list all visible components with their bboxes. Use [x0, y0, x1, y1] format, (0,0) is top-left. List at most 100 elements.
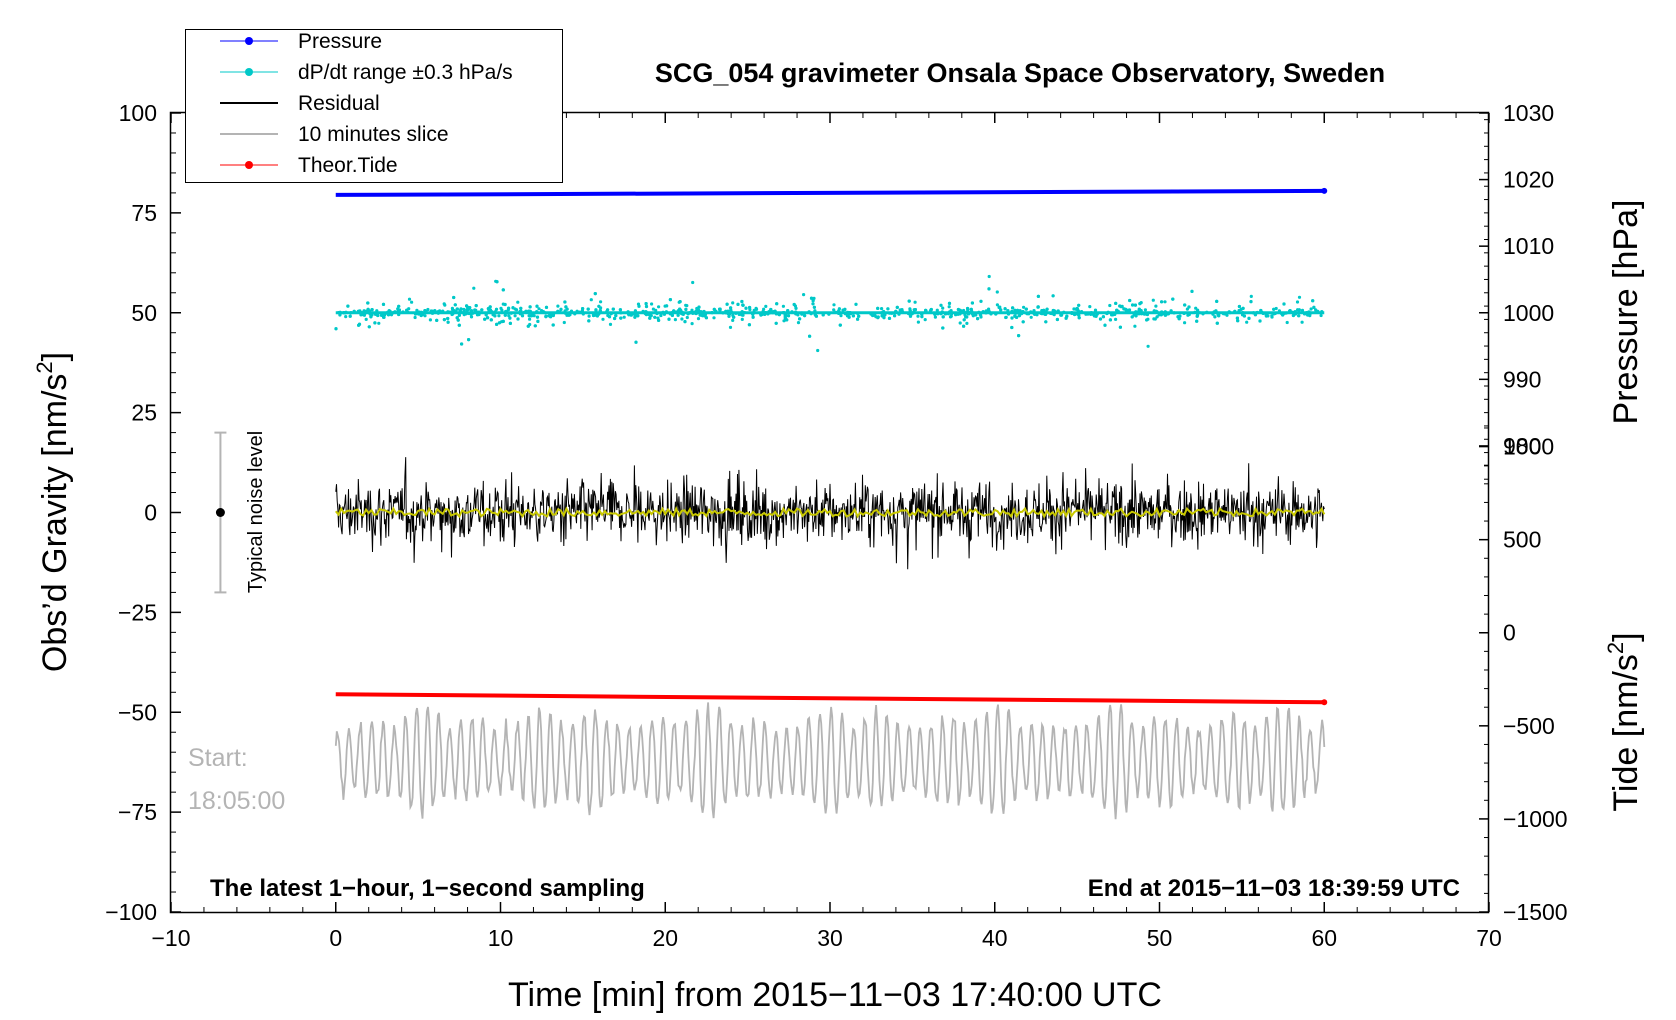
x-tick-label: 40 [982, 925, 1008, 951]
dpdt-point [657, 305, 661, 309]
dpdt-point [1297, 308, 1301, 312]
dpdt-point [1274, 306, 1278, 311]
dpdt-point [1021, 320, 1025, 324]
dpdt-point [1235, 316, 1239, 320]
dpdt-point [683, 320, 687, 324]
dpdt-point [786, 314, 791, 318]
dpdt-point [987, 287, 991, 291]
dpdt-point [516, 300, 520, 304]
dpdt-point [1183, 321, 1187, 325]
dpdt-point [1036, 294, 1040, 298]
dpdt-point [608, 322, 613, 326]
dpdt-point [803, 314, 807, 318]
legend-label: Pressure [298, 30, 382, 53]
dpdt-point [1010, 316, 1014, 320]
y-right-tide-tick-label: 0 [1503, 620, 1516, 646]
dpdt-point [1051, 294, 1055, 298]
dpdt-point [520, 314, 525, 318]
dpdt-point [465, 308, 469, 312]
dpdt-point [1055, 317, 1059, 322]
dpdt-point [415, 308, 419, 312]
dpdt-point [489, 318, 493, 322]
dpdt-point [370, 308, 374, 312]
dpdt-point [794, 306, 798, 310]
dpdt-point [871, 313, 875, 318]
dpdt-point [843, 307, 847, 311]
dpdt-point [559, 307, 563, 311]
legend-swatch-marker [245, 161, 253, 169]
dpdt-point [599, 300, 603, 304]
note-bottom-right: End at 2015−11−03 18:39:59 UTC [1088, 875, 1460, 902]
dpdt-point [947, 301, 952, 305]
dpdt-point [501, 288, 505, 292]
dpdt-point [507, 306, 511, 310]
dpdt-point [1044, 320, 1048, 324]
dpdt-point [933, 315, 938, 319]
y-right-tide-tick-label: 500 [1503, 527, 1541, 553]
dpdt-point [551, 313, 555, 318]
dpdt-point [698, 313, 702, 317]
dpdt-point [516, 317, 520, 321]
plot-frame [169, 111, 1490, 914]
y-right-pressure-tick-label: 990 [1503, 366, 1541, 392]
dpdt-point [732, 315, 736, 319]
dpdt-point [563, 300, 567, 304]
dpdt-point [696, 317, 701, 321]
dpdt-point [544, 315, 548, 319]
dpdt-point [507, 314, 511, 318]
dpdt-point [497, 314, 501, 318]
dpdt-point [1272, 307, 1276, 311]
dpdt-point [966, 306, 970, 311]
dpdt-point [483, 317, 487, 321]
dpdt-point [920, 315, 924, 319]
dpdt-point [644, 304, 649, 309]
dpdt-point [1285, 320, 1289, 325]
dpdt-point [979, 313, 983, 317]
dpdt-point [511, 306, 515, 310]
dpdt-point [535, 304, 539, 308]
dpdt-point [455, 316, 459, 320]
y-right-pressure-tick-label: 1010 [1503, 233, 1554, 259]
dpdt-point [1160, 300, 1164, 304]
dpdt-point [907, 299, 911, 303]
dpdt-point [497, 321, 501, 325]
y-right-tide-tick-label: 1000 [1503, 434, 1554, 460]
dpdt-point [1245, 320, 1249, 324]
dpdt-point [673, 318, 678, 322]
dpdt-point [762, 307, 766, 311]
dpdt-point [691, 280, 695, 285]
dpdt-point [1291, 313, 1295, 318]
dpdt-point [748, 305, 752, 310]
dpdt-point [809, 296, 814, 300]
dpdt-point [839, 314, 843, 318]
dpdt-point [995, 290, 999, 294]
legend: Pressure dP/dt range ±0.3 hPa/s Residual 10… [185, 29, 563, 183]
dpdt-point [622, 315, 626, 319]
legend-swatch-marker [245, 68, 253, 76]
dpdt-point [685, 315, 689, 320]
dpdt-point [508, 321, 512, 325]
dpdt-point [366, 307, 370, 311]
dpdt-point [741, 303, 745, 307]
dpdt-point [382, 315, 386, 319]
dpdt-point [428, 318, 432, 322]
dpdt-point [781, 304, 786, 308]
dpdt-point [1249, 300, 1253, 304]
dpdt-point [413, 315, 417, 320]
y-left-tick-label: 100 [119, 100, 157, 126]
dpdt-point [764, 304, 768, 308]
dpdt-point [373, 321, 377, 325]
dpdt-point [593, 292, 597, 296]
dpdt-point [916, 314, 920, 318]
y-right-tide-tick-label: −500 [1503, 713, 1555, 739]
legend-label: dP/dt range ±0.3 hPa/s [298, 61, 513, 84]
dpdt-point [618, 308, 623, 312]
dpdt-point [1237, 304, 1241, 309]
dpdt-point [876, 306, 880, 310]
y-left-tick-label: 25 [131, 400, 157, 426]
dpdt-point [729, 306, 733, 310]
dpdt-point [667, 317, 671, 321]
dpdt-point [446, 316, 450, 321]
dpdt-point [453, 303, 457, 307]
y-left-tick-label: −100 [105, 899, 157, 925]
